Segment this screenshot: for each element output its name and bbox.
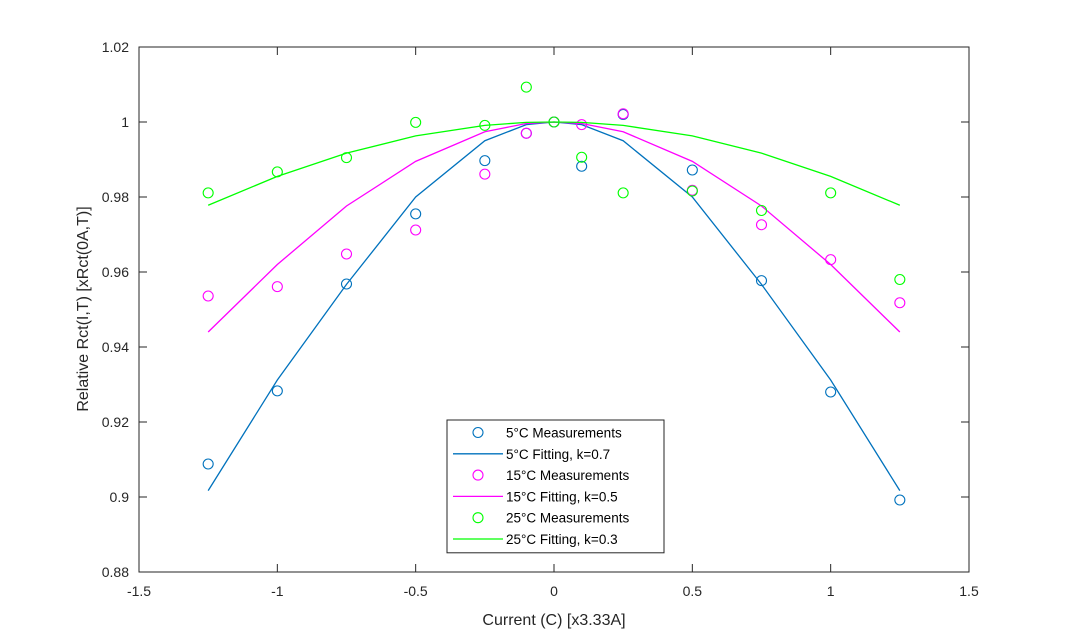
series-2-point-2 xyxy=(340,248,353,260)
series-0-point-9 xyxy=(686,164,698,176)
y-axis-label: Relative Rct(I,T) [xRct(0A,T)] xyxy=(75,206,92,411)
legend-swatch-marker-2 xyxy=(472,469,484,481)
series-0-point-4 xyxy=(479,155,491,167)
x-tick-label: -1.5 xyxy=(127,583,151,599)
series-4-point-10 xyxy=(755,204,768,217)
series-2-point-5 xyxy=(520,127,532,139)
legend-entry-label: 15°C Measurements xyxy=(506,468,629,483)
series-4-point-9 xyxy=(686,185,698,197)
y-tick-label: 0.92 xyxy=(102,414,129,430)
series-2-point-0 xyxy=(202,290,214,302)
series-0-point-1 xyxy=(271,385,283,397)
series-4-point-12 xyxy=(894,273,906,286)
axes-layer: -1.5 -1 -0.5 0 0.5 1 1.5 0.88 0.9 0.92 0.94 0.96 0.9… xyxy=(102,39,979,599)
y-tick-label: 0.9 xyxy=(110,489,130,505)
legend-entry-label: 15°C Fitting, k=0.5 xyxy=(506,489,618,504)
series-0-point-11 xyxy=(825,386,837,398)
x-tick-label: 1.5 xyxy=(959,583,979,599)
series-4-point-0 xyxy=(202,187,214,199)
series-0-point-2 xyxy=(340,278,353,290)
series-4-point-11 xyxy=(825,187,837,199)
y-tick-label: 0.94 xyxy=(102,339,129,355)
series-2-point-4 xyxy=(479,168,491,180)
x-tick-label: -0.5 xyxy=(404,583,428,599)
legend-entry-label: 5°C Fitting, k=0.7 xyxy=(506,447,610,462)
series-4-point-8 xyxy=(617,187,629,199)
x-tick-label: -1 xyxy=(271,583,284,599)
series-0-point-12 xyxy=(894,494,906,506)
series-0-point-10 xyxy=(755,275,768,287)
x-axis-label: Current (C) [x3.33A] xyxy=(482,612,625,629)
series-4-point-5 xyxy=(520,81,532,93)
legend: 5°C Measurements 5°C Fitting, k=0.7 15°C M… xyxy=(446,419,665,554)
legend-entry-label: 5°C Measurements xyxy=(506,426,622,441)
series-0-point-0 xyxy=(202,458,214,470)
series-2-point-1 xyxy=(271,281,283,293)
y-tick-label: 1.02 xyxy=(102,39,129,55)
y-tick-label: 0.96 xyxy=(102,264,129,280)
legend-box xyxy=(446,419,665,554)
x-tick-label: 1 xyxy=(827,583,835,599)
x-tick-label: 0 xyxy=(550,583,558,599)
series-line-5 xyxy=(207,121,901,206)
series-0-point-7 xyxy=(576,160,588,172)
series-4-point-7 xyxy=(576,151,588,163)
legend-swatch-marker-4 xyxy=(472,512,484,524)
y-tick-label: 0.88 xyxy=(102,564,129,580)
series-2-point-3 xyxy=(410,224,422,236)
legend-entry-label: 25°C Fitting, k=0.3 xyxy=(506,532,618,547)
series-layer xyxy=(202,81,906,506)
legend-swatch-marker-0 xyxy=(472,426,484,439)
y-tick-label: 0.98 xyxy=(102,189,129,205)
series-0-point-3 xyxy=(410,208,422,220)
y-tick-label: 1 xyxy=(121,114,129,130)
x-tick-label: 0.5 xyxy=(683,583,703,599)
series-2-point-8 xyxy=(617,108,629,120)
series-2-point-12 xyxy=(894,297,906,309)
series-2-point-10 xyxy=(755,219,768,231)
series-4-point-3 xyxy=(410,116,422,128)
legend-entry-label: 25°C Measurements xyxy=(506,511,629,526)
